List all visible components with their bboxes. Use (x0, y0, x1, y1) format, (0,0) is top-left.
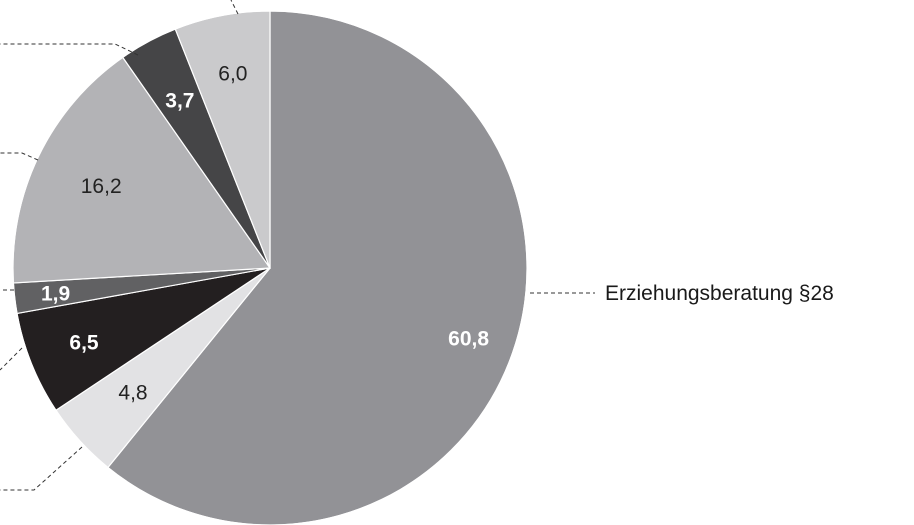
slice-value-label: 6,0 (218, 63, 247, 86)
slice-value-label: 60,8 (448, 328, 489, 351)
slice-value-label: 1,9 (41, 282, 70, 305)
leader-line (0, 43, 139, 56)
leader-lines (0, 0, 595, 491)
leader-line (0, 446, 83, 491)
slice-value-label: 3,7 (165, 90, 194, 113)
slice-value-label: 6,5 (69, 332, 99, 355)
slice-value-label: 16,2 (81, 175, 122, 198)
slices (12, 10, 528, 525)
category-label: Erziehungsberatung §28 (605, 282, 834, 305)
leader-line (0, 152, 39, 161)
slice-value-label: 4,8 (118, 381, 147, 404)
slice-labels: 60,8 4,8 6,5 1,9 16,2 3,7 6,0 (41, 63, 489, 405)
leader-line (0, 347, 23, 371)
category-labels: Erziehungsberatung §28 (605, 282, 834, 305)
leader-line (230, 0, 239, 15)
